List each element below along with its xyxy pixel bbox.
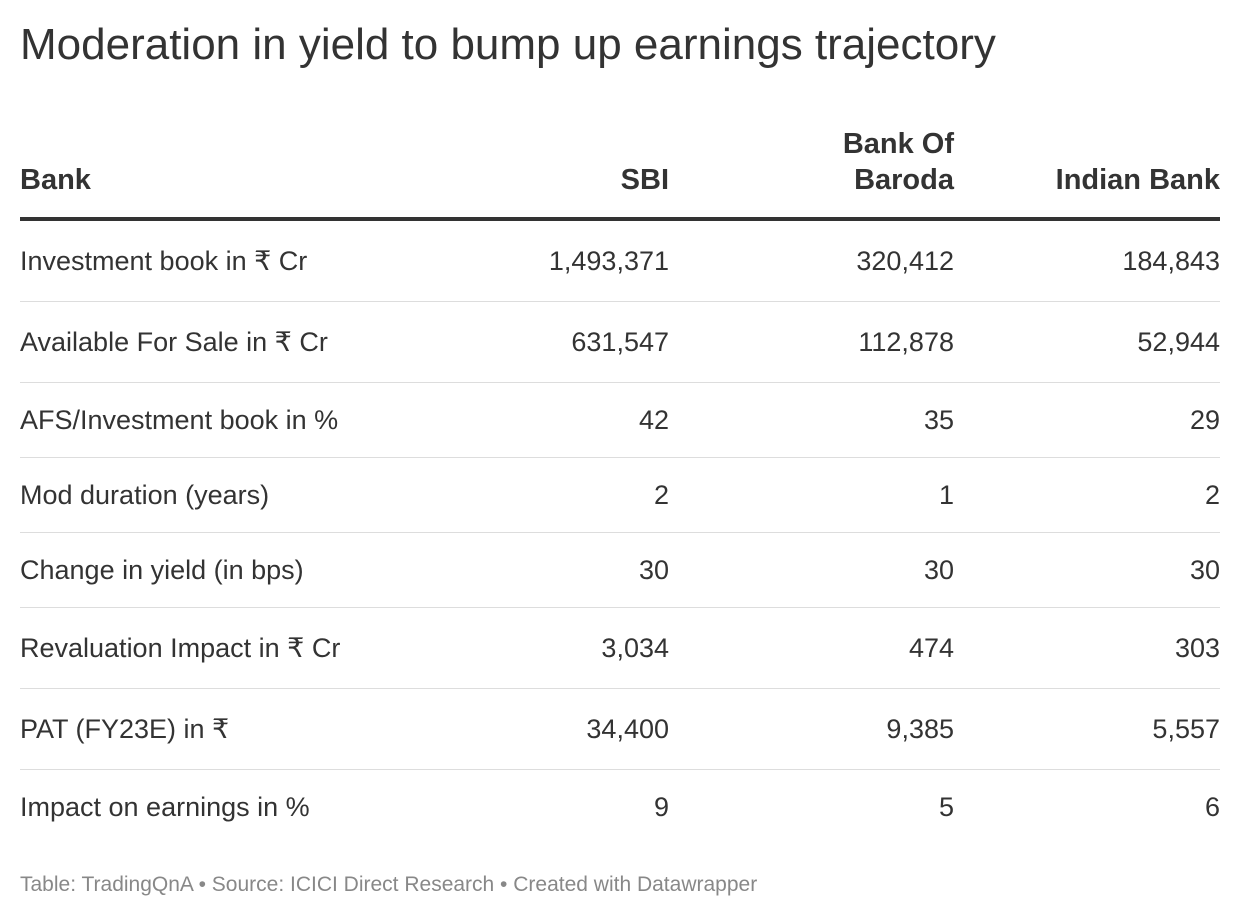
cell-bank-of-baroda: 9,385	[669, 688, 954, 770]
cell-sbi: 42	[444, 382, 669, 458]
row-label: Investment book in ₹ Cr	[20, 219, 444, 302]
row-label: Change in yield (in bps)	[20, 532, 444, 608]
row-label: Mod duration (years)	[20, 457, 444, 533]
cell-sbi: 3,034	[444, 607, 669, 689]
cell-indian-bank: 6	[1204, 792, 1220, 822]
column-header-sbi[interactable]: SBI	[444, 114, 669, 221]
table-row: Impact on earnings in % 9 5 6	[20, 770, 1220, 845]
table-row: Mod duration (years) 2 1 2	[20, 457, 1220, 533]
cell-sbi: 631,547	[444, 301, 669, 383]
cell-sbi: 30	[444, 532, 669, 608]
table-row: Investment book in ₹ Cr 1,493,371 320,41…	[20, 219, 1220, 302]
table-row: AFS/Investment book in % 42 35 29	[20, 382, 1220, 458]
cell-bank-of-baroda: 30	[669, 532, 954, 608]
cell-bank-of-baroda: 5	[938, 792, 954, 822]
source-footer: Table: TradingQnA • Source: ICICI Direct…	[20, 873, 758, 896]
cell-bank-of-baroda: 320,412	[669, 219, 954, 302]
cell-indian-bank: 2	[954, 457, 1220, 533]
cell-indian-bank: 29	[954, 382, 1220, 458]
table-header-row: Bank SBI Bank Of Baroda Indian Bank	[20, 114, 1220, 221]
cell-indian-bank: 184,843	[954, 219, 1220, 302]
table-row: Revaluation Impact in ₹ Cr 3,034 474 303	[20, 607, 1220, 689]
cell-indian-bank: 52,944	[954, 301, 1220, 383]
table-row: PAT (FY23E) in ₹ 34,400 9,385 5,557	[20, 688, 1220, 770]
column-header-indian-bank[interactable]: Indian Bank	[954, 114, 1220, 221]
cell-sbi: 2	[444, 457, 669, 533]
table-row: Change in yield (in bps) 30 30 30	[20, 532, 1220, 608]
cell-sbi: 34,400	[444, 688, 669, 770]
row-label: Available For Sale in ₹ Cr	[20, 301, 444, 383]
cell-indian-bank: 5,557	[954, 688, 1220, 770]
table-row: Available For Sale in ₹ Cr 631,547 112,8…	[20, 301, 1220, 383]
cell-bank-of-baroda: 1	[669, 457, 954, 533]
page-title: Moderation in yield to bump up earnings …	[20, 20, 996, 69]
row-label: Impact on earnings in %	[20, 792, 310, 822]
cell-bank-of-baroda: 35	[669, 382, 954, 458]
table-page: Moderation in yield to bump up earnings …	[20, 0, 1220, 918]
column-header-bank[interactable]: Bank	[20, 114, 444, 221]
cell-indian-bank: 30	[954, 532, 1220, 608]
cell-indian-bank: 303	[954, 607, 1220, 689]
row-label: Revaluation Impact in ₹ Cr	[20, 607, 444, 689]
cell-sbi: 1,493,371	[444, 219, 669, 302]
cell-bank-of-baroda: 112,878	[669, 301, 954, 383]
data-table: Bank SBI Bank Of Baroda Indian Bank Inve…	[20, 114, 1220, 844]
row-label: AFS/Investment book in %	[20, 382, 444, 458]
column-header-bank-of-baroda[interactable]: Bank Of Baroda	[669, 114, 954, 221]
cell-sbi: 9	[653, 792, 669, 822]
cell-bank-of-baroda: 474	[669, 607, 954, 689]
row-label: PAT (FY23E) in ₹	[20, 688, 444, 770]
